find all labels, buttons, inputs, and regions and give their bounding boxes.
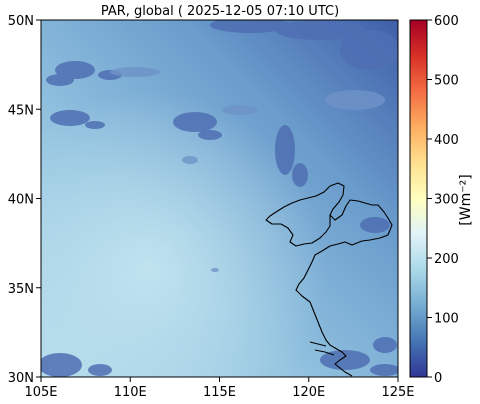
colorbar-tick-label: 500 (434, 74, 459, 89)
cloud-patches (41, 20, 398, 377)
lat-tick-label: 45N (8, 103, 34, 118)
lon-tick-label: 110E (114, 385, 147, 400)
colorbar-tick-label: 100 (434, 312, 459, 327)
lat-tick-label: 35N (8, 282, 34, 297)
colorbar: 600 500 400 300 200 100 0 [Wm⁻²] (409, 14, 474, 386)
coastline (295, 182, 393, 377)
par-bright-region (41, 20, 398, 377)
colorbar-tick-label: 200 (434, 252, 459, 267)
map-title: PAR, global ( 2025-12-05 07:10 UTC) (101, 4, 339, 19)
lat-tick-label: 40N (8, 193, 34, 208)
lon-tick-label: 105E (24, 385, 57, 400)
lat-tick-label: 50N (8, 14, 34, 29)
longitude-axis: 105E 110E 115E 120E 125E (24, 377, 415, 400)
colorbar-tick-label: 300 (434, 193, 459, 208)
cloud-patches-light (110, 67, 385, 272)
colorbar-ticks: 600 500 400 300 200 100 0 (427, 14, 459, 386)
lon-tick-label: 120E (292, 385, 325, 400)
lon-tick-label: 115E (203, 385, 236, 400)
coastline-bay (265, 185, 331, 247)
coastline-islands (309, 341, 335, 356)
colorbar-tick-label: 0 (434, 371, 442, 386)
latitude-axis: 50N 45N 40N 35N 30N (8, 14, 41, 386)
map-area (41, 20, 398, 377)
lat-tick-label: 30N (8, 371, 34, 386)
colorbar-tick-label: 600 (434, 14, 459, 29)
colorbar-label: [Wm⁻²] (458, 174, 474, 225)
lon-tick-label: 125E (381, 385, 414, 400)
colorbar-tick-label: 400 (434, 133, 459, 148)
colorbar-gradient (409, 19, 428, 378)
